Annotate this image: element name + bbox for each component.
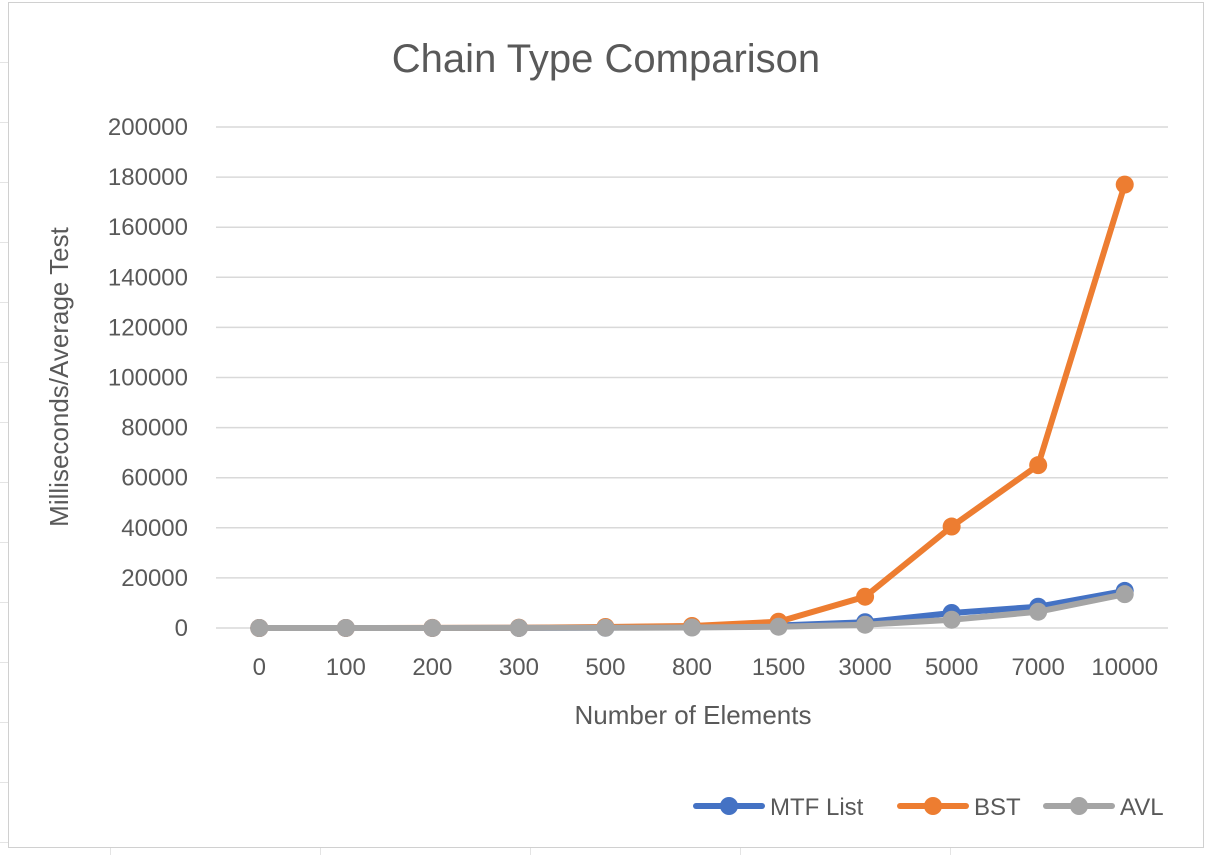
sheet-gridline	[0, 782, 8, 783]
data-point[interactable]	[942, 517, 961, 536]
legend-item[interactable]: BST	[897, 794, 1021, 821]
gridlines	[216, 126, 1168, 629]
y-tick-label: 0	[175, 615, 188, 642]
y-tick-label: 180000	[108, 164, 188, 191]
y-tick-label: 40000	[121, 515, 188, 542]
series-line[interactable]	[256, 181, 1128, 631]
data-point[interactable]	[942, 610, 961, 629]
sheet-gridline	[110, 848, 111, 855]
legend-item[interactable]: AVL	[1043, 794, 1164, 821]
y-tick-label: 200000	[108, 114, 188, 141]
x-tick-label: 1500	[752, 654, 805, 681]
series-bst[interactable]	[250, 175, 1134, 637]
sheet-gridline	[0, 542, 8, 543]
y-tick-label: 120000	[108, 314, 188, 341]
sheet-gridline	[0, 722, 8, 723]
x-tick-label: 200	[412, 654, 452, 681]
chart-area[interactable]	[8, 2, 1204, 848]
legend-swatch-marker	[924, 797, 942, 815]
data-point[interactable]	[856, 587, 875, 606]
sheet-gridline	[0, 662, 8, 663]
x-tick-label: 3000	[838, 654, 891, 681]
x-tick-label: 10000	[1091, 654, 1158, 681]
sheet-gridline	[0, 62, 8, 63]
legend-label: MTF List	[770, 794, 864, 821]
legend-label: BST	[974, 794, 1021, 821]
y-tick-label: 20000	[121, 565, 188, 592]
sheet-gridline	[0, 842, 8, 843]
x-tick-label: 7000	[1011, 654, 1064, 681]
data-point[interactable]	[1115, 585, 1134, 604]
data-point[interactable]	[1115, 175, 1134, 194]
legend-swatch-marker	[720, 797, 738, 815]
data-point[interactable]	[336, 618, 355, 637]
y-tick-label: 160000	[108, 214, 188, 241]
sheet-gridline	[0, 362, 8, 363]
x-axis-ticks: 0 100 200 300 500 800 1500 3000 5000 7000 10000	[253, 654, 1159, 681]
x-tick-label: 5000	[925, 654, 978, 681]
data-point[interactable]	[769, 617, 788, 636]
data-point[interactable]	[1029, 602, 1048, 621]
data-point[interactable]	[423, 618, 442, 637]
y-tick-label: 100000	[108, 365, 188, 392]
series-layer	[250, 175, 1134, 637]
data-point[interactable]	[250, 619, 269, 637]
legend[interactable]: MTF List BST AVL	[693, 794, 1164, 821]
sheet-gridline	[0, 182, 8, 183]
sheet-gridline	[530, 848, 531, 855]
data-point[interactable]	[856, 615, 875, 634]
x-tick-label: 0	[253, 654, 266, 681]
data-point[interactable]	[683, 618, 701, 637]
sheet-gridline	[740, 848, 741, 855]
sheet-gridline	[0, 122, 8, 123]
sheet-gridline	[0, 302, 8, 303]
x-tick-label: 800	[672, 654, 712, 681]
x-tick-label: 500	[585, 654, 625, 681]
chart-title: Chain Type Comparison	[392, 37, 820, 81]
legend-item[interactable]: MTF List	[693, 794, 864, 821]
legend-swatch-marker	[1070, 797, 1088, 815]
x-tick-label: 300	[499, 654, 539, 681]
sheet-gridline	[0, 602, 8, 603]
x-axis-title: Number of Elements	[575, 700, 812, 730]
legend-label: AVL	[1120, 794, 1164, 821]
sheet-gridline	[0, 242, 8, 243]
series-avl[interactable]	[250, 585, 1134, 637]
sheet-gridline	[0, 482, 8, 483]
data-point[interactable]	[509, 618, 528, 637]
y-axis-ticks: 0 20000 40000 60000 80000 100000 120000 140000 1…	[108, 114, 188, 642]
sheet-gridline	[0, 422, 8, 423]
y-tick-label: 60000	[121, 465, 188, 492]
y-axis-title: Milliseconds/Average Test	[44, 226, 74, 526]
sheet-gridline	[320, 848, 321, 855]
data-point[interactable]	[596, 618, 615, 637]
data-point[interactable]	[1029, 456, 1048, 475]
x-tick-label: 100	[326, 654, 366, 681]
y-tick-label: 80000	[121, 415, 188, 442]
sheet-gridline	[950, 848, 951, 855]
y-tick-label: 140000	[108, 264, 188, 291]
